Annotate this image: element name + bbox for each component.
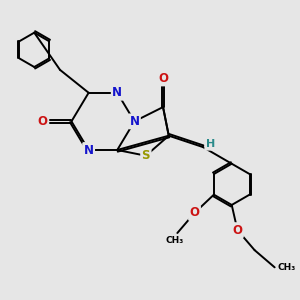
Text: O: O (158, 72, 168, 85)
Text: N: N (112, 86, 122, 99)
Text: N: N (129, 115, 140, 128)
Text: O: O (232, 224, 242, 237)
Text: CH₃: CH₃ (278, 263, 296, 272)
Text: O: O (38, 115, 48, 128)
Text: H: H (206, 139, 215, 149)
Text: S: S (142, 149, 150, 162)
Text: O: O (190, 206, 200, 220)
Text: N: N (84, 143, 94, 157)
Text: CH₃: CH₃ (165, 236, 184, 245)
